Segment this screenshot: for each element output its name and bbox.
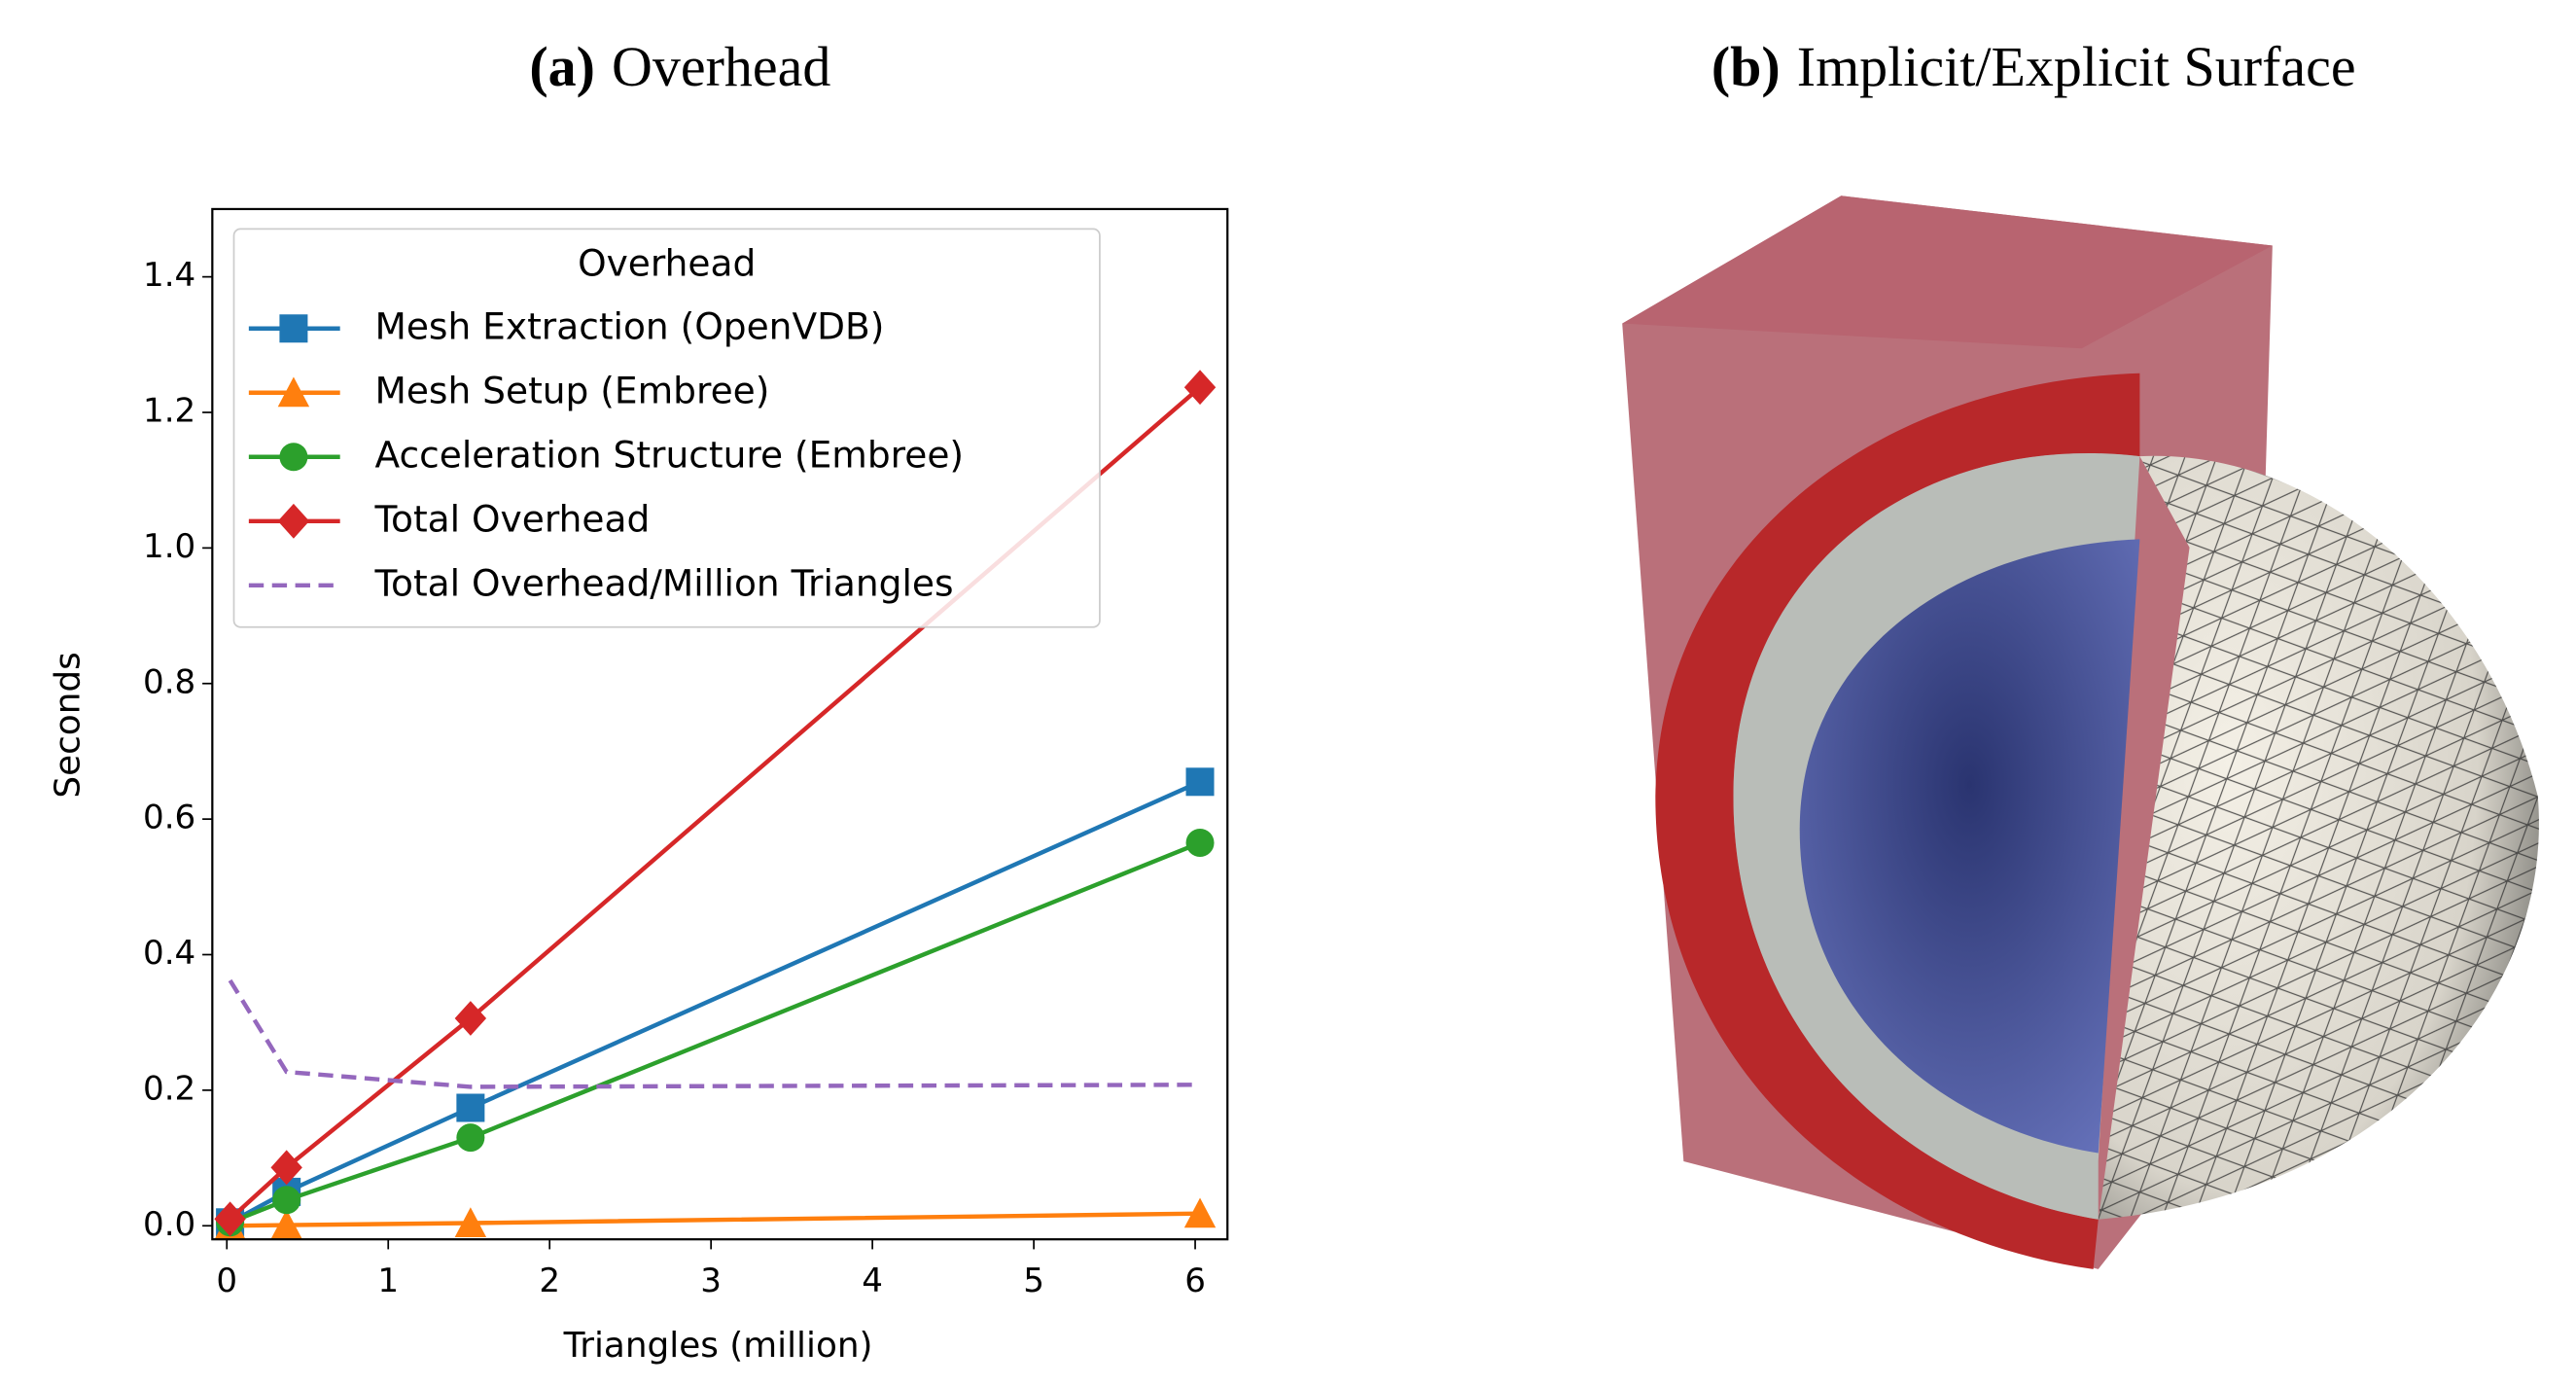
marker [277,376,310,408]
marker [1183,370,1217,406]
marker [279,314,308,343]
legend-label: Total Overhead [373,497,650,540]
x-tick-label: 3 [700,1262,722,1300]
x-tick-label: 1 [377,1262,399,1300]
ring [1655,373,2140,1269]
series-line [229,779,1201,1225]
marker [456,1093,485,1122]
x-tick-label: 4 [862,1262,883,1300]
y-tick-label: 0.0 [143,1205,195,1244]
x-tick-label: 6 [1184,1262,1206,1300]
render [1622,195,2539,1269]
title: Overhead [612,35,830,98]
box-top [1622,195,2273,349]
panel-a-title: (a) Overhead [529,35,830,98]
marker [270,1150,302,1186]
mesh [2098,455,2539,1220]
y-tick-label: 0.6 [143,799,195,837]
legend-label: Acceleration Structure (Embree) [374,433,964,476]
panel-label: (a) [529,35,595,98]
y-tick-label: 0.4 [143,934,195,973]
y-tick-label: 1.4 [143,256,195,295]
x-tick-label: 2 [539,1262,560,1300]
plot: 0 1 2 3 4 5 6 0.0 0.2 0.4 0.6 0.8 1.0 1.2 1.4 Overhead M… [143,228,1217,1300]
core [1799,539,2140,1154]
marker [1185,829,1215,858]
legend-label: Total Overhead/Million Triangles [373,561,953,604]
marker [1185,767,1215,797]
legend-label: Mesh Extraction (OpenVDB) [374,304,884,347]
y-tick-label: 1.0 [143,527,195,566]
legend-frame [232,228,1101,628]
legend: Overhead Mesh Extraction (OpenVDB) Mesh Se… [232,228,1101,628]
marker [454,1207,487,1237]
marker [272,1186,301,1215]
marker [1183,1197,1217,1228]
series-line [229,385,1202,1221]
series-line [229,840,1201,1225]
panel-b-title: (b) Implicit/Explicit Surface [1711,35,2356,98]
x-tick-label: 5 [1023,1262,1044,1300]
legend-title: Overhead [578,241,756,284]
panel-label: (b) [1711,35,1781,98]
y-tick-label: 0.2 [143,1069,195,1108]
axes-frame [211,207,1229,1241]
y-axis-label: Seconds [49,652,88,798]
x-tick-label: 0 [216,1262,237,1300]
y-tick-label: 0.8 [143,662,195,701]
series-line [229,1211,1201,1228]
legend-label: Mesh Setup (Embree) [374,369,769,411]
title: Implicit/Explicit Surface [1797,35,2356,98]
series-line [228,978,1201,1089]
marker [279,443,308,472]
marker [456,1123,485,1153]
x-axis-label: Triangles (million) [563,1326,873,1366]
y-tick-label: 1.2 [143,392,195,431]
marker [270,1209,302,1240]
